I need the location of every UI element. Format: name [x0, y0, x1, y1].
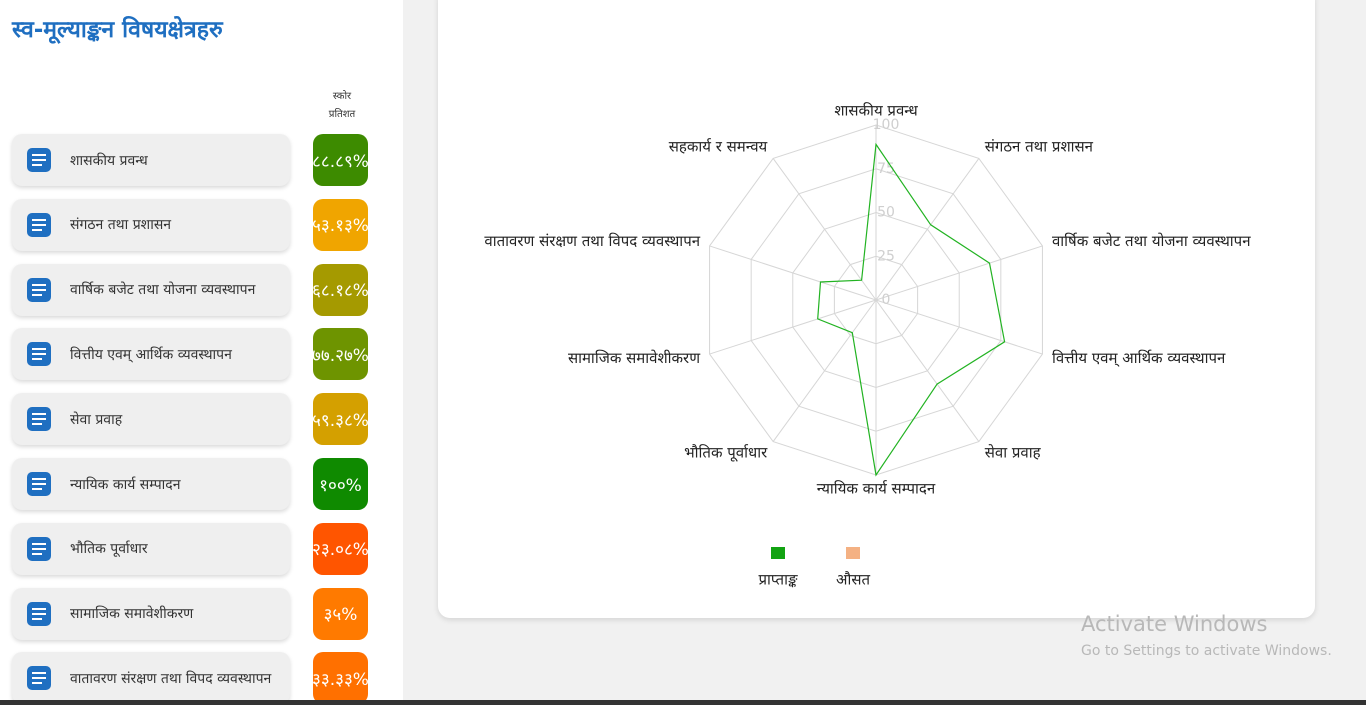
legend-label: प्राप्ताङ्क	[759, 571, 798, 589]
sidebar-item: भौतिक पूर्वाधार	[12, 522, 290, 575]
r-tick-label: 100	[873, 117, 900, 133]
icon	[27, 212, 51, 237]
sidebar-item: वित्तीय एवम् आर्थिक व्यवस्थापन	[12, 328, 290, 381]
item-icon	[24, 534, 54, 564]
r-tick-label: 25	[877, 248, 895, 264]
sidebar-item: वार्षिक बजेट तथा योजना व्यवस्थापन	[12, 263, 290, 316]
category-label: भौतिक पूर्वाधार	[684, 443, 768, 462]
item-label: संगठन तथा प्रशासन	[70, 217, 172, 234]
legend-label: औसत	[836, 571, 870, 589]
watermark-title: Activate Windows	[1081, 612, 1268, 636]
sidebar-item: शासकीय प्रवन्ध	[12, 134, 290, 186]
icon	[27, 601, 51, 626]
score-badge: १००%	[313, 458, 368, 510]
score-header: प्रतिशत	[328, 109, 356, 120]
spoke	[772, 299, 877, 442]
category-label: सामाजिक समावेशीकरण	[568, 349, 701, 367]
item-label: भौतिक पूर्वाधार	[70, 541, 148, 558]
score-badge: ५३.१३%	[313, 198, 368, 251]
score-badge: ३३.३३%	[313, 652, 368, 705]
category-label: शासकीय प्रवन्ध	[834, 102, 918, 120]
score-badge: ८८.८९%	[313, 134, 368, 186]
item-icon	[24, 145, 54, 175]
item-icon	[24, 404, 54, 434]
sidebar-item: संगठन तथा प्रशासन	[12, 198, 290, 251]
sidebar-item: न्यायिक कार्य सम्पादन	[12, 458, 290, 510]
item-label: वातावरण संरक्षण तथा विपद व्यवस्थापन	[70, 670, 272, 687]
score-badge: २३.०८%	[313, 522, 368, 575]
series-line	[817, 142, 1006, 477]
category-label: सहकार्य र समन्वय	[669, 138, 768, 156]
sidebar-item: सामाजिक समावेशीकरण	[12, 587, 290, 640]
icon	[27, 342, 51, 367]
category-label: वातावरण संरक्षण तथा विपद व्यवस्थापन	[484, 232, 700, 250]
item-icon	[24, 275, 54, 305]
item-label: वार्षिक बजेट तथा योजना व्यवस्थापन	[70, 282, 256, 299]
item-label: वित्तीय एवम् आर्थिक व्यवस्थापन	[70, 346, 232, 363]
chart-card: 0 25 50 75 100 शासकीय प्रवन्ध संगठन तथा प्रशास…	[438, 0, 1315, 618]
icon	[27, 277, 51, 302]
category-label: संगठन तथा प्रशासन	[985, 138, 1094, 156]
r-tick-label: 0	[882, 292, 891, 308]
sidebar-item: वातावरण संरक्षण तथा विपद व्यवस्थापन	[12, 652, 290, 705]
item-icon	[24, 339, 54, 369]
category-label: वार्षिक बजेट तथा योजना व्यवस्थापन	[1052, 232, 1251, 250]
icon	[27, 148, 51, 172]
legend-swatch	[846, 547, 860, 559]
sidebar-item: सेवा प्रवाह	[12, 393, 290, 446]
score-badge: ३५%	[313, 587, 368, 640]
spoke	[875, 158, 980, 301]
spoke	[875, 299, 980, 442]
icon	[27, 666, 51, 691]
score-badge: ६८.१८%	[313, 263, 368, 316]
score-badge: ७७.२७%	[313, 328, 368, 381]
taskbar	[0, 700, 1366, 705]
spoke	[875, 299, 1043, 355]
watermark-subtitle: Go to Settings to activate Windows.	[1081, 643, 1332, 659]
spoke	[709, 245, 877, 301]
spoke	[875, 245, 1043, 301]
item-icon	[24, 663, 54, 693]
item-icon	[24, 599, 54, 629]
category-label: वित्तीय एवम् आर्थिक व्यवस्थापन	[1052, 349, 1226, 367]
r-tick-label: 50	[877, 205, 895, 221]
item-label: शासकीय प्रवन्ध	[70, 152, 148, 169]
item-icon	[24, 210, 54, 240]
sidebar: स्व-मूल्याङ्कन विषयक्षेत्रहरु स्कोर प्रत…	[0, 0, 403, 705]
icon	[27, 407, 51, 432]
category-label: न्यायिक कार्य सम्पादन	[817, 480, 936, 498]
item-label: सामाजिक समावेशीकरण	[70, 606, 194, 623]
spoke	[772, 158, 877, 301]
category-label: सेवा प्रवाह	[985, 443, 1042, 461]
legend-swatch	[771, 547, 785, 559]
spoke	[709, 299, 877, 355]
score-header: स्कोर	[332, 91, 352, 102]
icon	[27, 536, 51, 561]
item-label: न्यायिक कार्य सम्पादन	[70, 476, 181, 493]
sidebar-title: स्व-मूल्याङ्कन विषयक्षेत्रहरु	[12, 17, 223, 43]
icon	[27, 472, 51, 496]
score-badge: ५९.३८%	[313, 393, 368, 446]
item-icon	[24, 469, 54, 499]
item-label: सेवा प्रवाह	[70, 411, 123, 428]
